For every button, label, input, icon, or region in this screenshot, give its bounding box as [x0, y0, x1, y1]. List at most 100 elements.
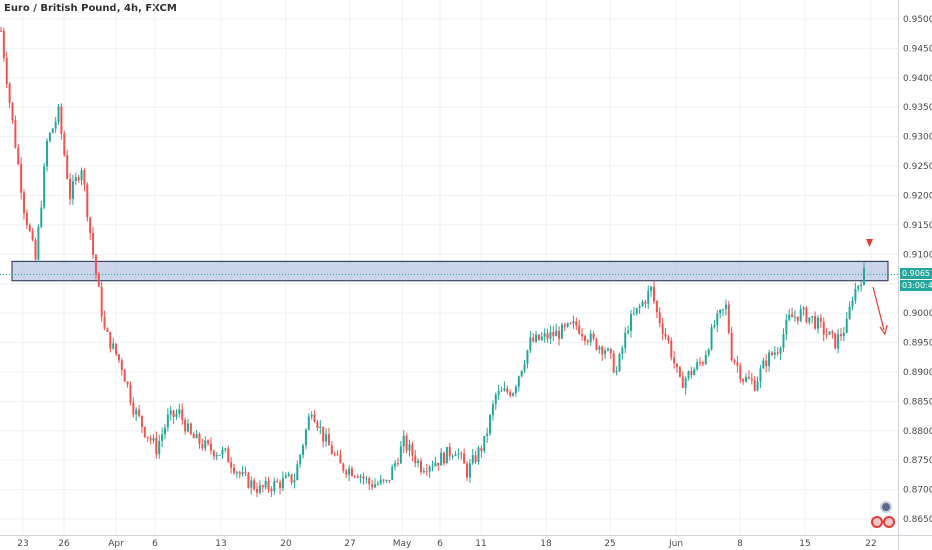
candle-body — [89, 217, 92, 234]
flag-icon-2[interactable] — [883, 516, 895, 528]
candle-body — [48, 132, 51, 142]
candle-body — [457, 453, 460, 455]
candle-body — [161, 434, 164, 442]
candle-body — [37, 226, 40, 260]
candle-body — [244, 472, 247, 474]
candle-body — [684, 378, 687, 388]
candle-body — [28, 225, 31, 232]
candle-body — [408, 444, 411, 451]
candle-body — [115, 343, 118, 355]
candle-body — [491, 404, 494, 416]
candle-body — [348, 468, 351, 475]
candle-body — [635, 307, 638, 314]
candle-body — [681, 376, 684, 388]
candle-body — [422, 471, 425, 473]
candle-body — [365, 478, 368, 480]
down-arrow-marker — [866, 239, 873, 247]
candle-body — [474, 455, 477, 463]
candle-body — [730, 332, 733, 361]
candle-body — [163, 427, 166, 435]
candle-body — [189, 423, 192, 435]
candle-body — [304, 429, 307, 446]
candle-body — [696, 362, 699, 370]
candle-body — [724, 304, 727, 310]
candle-body — [63, 133, 66, 156]
candle-body — [319, 426, 322, 428]
candle-body — [399, 446, 402, 464]
candle-body — [227, 448, 230, 463]
candle-body — [207, 440, 210, 444]
candle-body — [69, 178, 72, 199]
candle-body — [419, 460, 422, 473]
candle-body — [676, 363, 679, 368]
candle-body — [209, 443, 212, 451]
candle-body — [512, 393, 515, 396]
candle-body — [555, 330, 558, 337]
candle-body — [503, 388, 506, 391]
candle-body — [814, 316, 817, 329]
x-axis[interactable]: 23 26 Apr 6 13 20 27 May 6 11 18 25 Jun 8 15 22 — [0, 535, 932, 550]
candle-body — [851, 300, 854, 307]
candle-body — [60, 106, 63, 134]
candle-body — [322, 426, 325, 442]
candle-body — [169, 410, 172, 415]
candle-body — [166, 414, 169, 428]
candle-body — [514, 386, 517, 394]
candle-body — [103, 316, 106, 329]
candle-body — [678, 367, 681, 377]
candle-body — [368, 478, 371, 485]
candle-body — [808, 317, 811, 323]
candle-body — [5, 58, 8, 85]
candle-body — [330, 445, 333, 455]
y-tick-label: 0.86500 — [903, 515, 932, 525]
candle-body — [445, 446, 448, 464]
candle-body — [411, 444, 414, 456]
candle-body — [302, 445, 305, 455]
candle-body — [74, 177, 77, 182]
candle-body — [627, 330, 630, 333]
indicator-badge-icon[interactable] — [880, 501, 892, 513]
candle-body — [586, 341, 589, 343]
candle-body — [92, 233, 95, 255]
candle-body — [316, 421, 319, 428]
candle-body — [578, 325, 581, 334]
candle-body — [601, 346, 604, 355]
candle-body — [149, 438, 152, 441]
candle-body — [517, 376, 520, 387]
candle-body — [290, 474, 293, 483]
last-price-tag: 0.90657 — [900, 268, 932, 279]
x-tick-label: 23 — [17, 539, 28, 549]
candle-body — [733, 360, 736, 363]
candle-body — [345, 470, 348, 475]
candle-body — [175, 413, 178, 417]
candle-body — [569, 323, 572, 325]
candle-body — [624, 332, 627, 349]
candle-body — [816, 317, 819, 329]
candle-body — [46, 141, 49, 167]
candle-body — [230, 462, 233, 468]
candle-body — [117, 354, 120, 361]
candle-body — [632, 313, 635, 315]
candle-body — [483, 435, 486, 452]
x-tick-label: 6 — [437, 539, 443, 549]
candle-body — [279, 482, 282, 488]
candle-body — [299, 454, 302, 465]
candle-body — [762, 360, 765, 369]
candle-body — [221, 449, 224, 455]
candle-body — [466, 463, 469, 478]
candle-body — [80, 170, 83, 181]
flag-icon[interactable] — [871, 516, 883, 528]
candle-body — [0, 30, 2, 32]
resistance-zone[interactable] — [0, 260, 898, 282]
candle-body — [350, 468, 353, 477]
candle-body — [575, 321, 578, 326]
candle-body — [793, 316, 796, 318]
candle-body — [486, 433, 489, 436]
